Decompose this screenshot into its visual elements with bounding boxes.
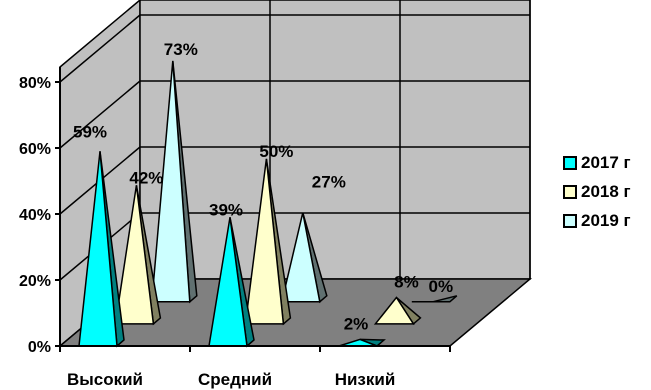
pyramid-2-2 bbox=[411, 295, 458, 303]
data-label: 59% bbox=[73, 122, 107, 141]
legend-swatch-2018 bbox=[563, 184, 577, 199]
chart-axes: 0% 20% 40% 60% 80% Высокий Средний Низкий bbox=[19, 67, 451, 389]
gridline-side bbox=[59, 80, 141, 149]
pyramid-front bbox=[114, 185, 155, 325]
data-label: 8% bbox=[394, 272, 419, 291]
pyramid-front bbox=[373, 296, 415, 325]
data-label: 2% bbox=[344, 314, 369, 333]
legend-item-2018: 2018 г bbox=[563, 181, 651, 202]
legend-label-2019: 2019 г bbox=[581, 210, 631, 230]
data-label: 42% bbox=[129, 168, 163, 187]
legend: 2017 г 2018 г 2019 г bbox=[563, 152, 651, 239]
legend-label-2018: 2018 г bbox=[581, 181, 631, 201]
y-tick-label: 60% bbox=[19, 141, 51, 158]
pyramid-2-1 bbox=[280, 212, 328, 304]
data-label: 0% bbox=[429, 277, 454, 296]
legend-item-2019: 2019 г bbox=[563, 210, 651, 231]
data-label: 39% bbox=[209, 200, 243, 219]
pyramid-front bbox=[280, 212, 321, 303]
back-wall bbox=[139, 0, 531, 280]
category-label: Высокий bbox=[67, 370, 143, 389]
legend-swatch-2019 bbox=[563, 213, 577, 228]
category-label: Средний bbox=[198, 370, 272, 389]
legend-item-2017: 2017 г bbox=[563, 152, 651, 173]
pyramid-0-1 bbox=[208, 217, 255, 348]
pyramid-0-2 bbox=[338, 338, 386, 347]
y-tick-label: 80% bbox=[19, 75, 51, 92]
data-label: 27% bbox=[312, 173, 346, 192]
category-label: Низкий bbox=[335, 370, 396, 389]
chart-pyramids bbox=[78, 60, 458, 348]
data-label: 50% bbox=[259, 142, 293, 161]
data-labels: 59% 39% 2% 42% 50% 8% 73% 27% 0% bbox=[73, 40, 453, 334]
pyramid-2-0 bbox=[150, 60, 198, 304]
gridline-side bbox=[59, 14, 141, 83]
pyramid-1-1 bbox=[244, 158, 292, 326]
legend-label-2017: 2017 г bbox=[581, 152, 631, 172]
pyramid-front bbox=[150, 60, 191, 303]
y-tick-label: 40% bbox=[19, 207, 51, 224]
data-label: 73% bbox=[164, 40, 198, 59]
legend-swatch-2017 bbox=[563, 155, 577, 170]
pyramid-1-0 bbox=[114, 185, 162, 326]
y-tick-label: 0% bbox=[28, 339, 51, 356]
y-tick-label: 20% bbox=[19, 273, 51, 290]
pyramid-front bbox=[244, 158, 285, 325]
pyramid-1-2 bbox=[373, 296, 422, 326]
